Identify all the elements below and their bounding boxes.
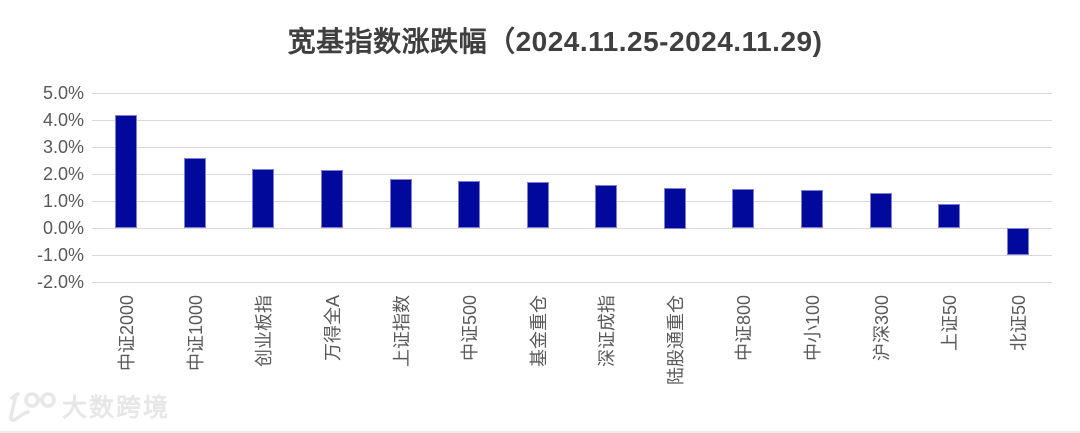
x-category-label: 中证1000: [185, 295, 206, 372]
chart-title: 宽基指数涨跌幅（2024.11.25-2024.11.29): [287, 26, 823, 57]
bar-深证成指: [595, 185, 617, 228]
y-tick-label: -2.0%: [36, 272, 84, 292]
gridline: [92, 255, 1052, 256]
x-category-label: 上证指数: [391, 295, 412, 367]
bar-中证500: [458, 181, 480, 228]
gridline: [92, 93, 1052, 94]
x-category-label: 陆股通重仓: [665, 295, 686, 385]
gridline: [92, 228, 1052, 229]
x-category-label: 中证500: [460, 295, 481, 362]
x-category-label: 中小100: [802, 295, 823, 362]
y-tick-label: 2.0%: [42, 164, 84, 184]
y-tick-label: 3.0%: [42, 137, 84, 157]
bar-沪深300: [870, 193, 892, 228]
bar-北证50: [1007, 228, 1029, 255]
bar-创业板指: [252, 169, 274, 228]
gridline: [92, 147, 1052, 148]
bar-中证2000: [115, 115, 137, 228]
bar-上证50: [938, 204, 960, 228]
y-tick-label: -1.0%: [36, 245, 84, 265]
y-tick-label: 4.0%: [42, 110, 84, 130]
gridline: [92, 120, 1052, 121]
bar-中证1000: [184, 158, 206, 228]
gridline: [92, 282, 1052, 283]
watermark: 大数跨境: [6, 388, 170, 424]
x-category-label: 上证50: [940, 295, 961, 352]
plot-area: [92, 93, 1052, 283]
y-tick-label: 1.0%: [42, 191, 84, 211]
watermark-text: 大数跨境: [62, 394, 171, 422]
bar-陆股通重仓: [664, 188, 686, 229]
bar-中小100: [801, 190, 823, 228]
bar-中证800: [732, 189, 754, 228]
x-category-label: 中证800: [734, 295, 755, 362]
gridline: [92, 201, 1052, 202]
x-category-label: 基金重仓: [528, 295, 549, 367]
x-category-label: 深证成指: [597, 295, 618, 367]
bar-万得全A: [321, 170, 343, 228]
x-category-label: 北证50: [1008, 295, 1029, 352]
y-tick-label: 0.0%: [42, 218, 84, 238]
gridline: [92, 174, 1052, 175]
watermark-100-logo-icon: [9, 392, 56, 422]
bar-上证指数: [390, 179, 412, 228]
x-category-label: 沪深300: [871, 295, 892, 362]
y-tick-label: 5.0%: [42, 83, 84, 103]
x-category-label: 创业板指: [254, 295, 275, 367]
x-category-label: 万得全A: [322, 295, 343, 362]
bar-基金重仓: [527, 182, 549, 228]
